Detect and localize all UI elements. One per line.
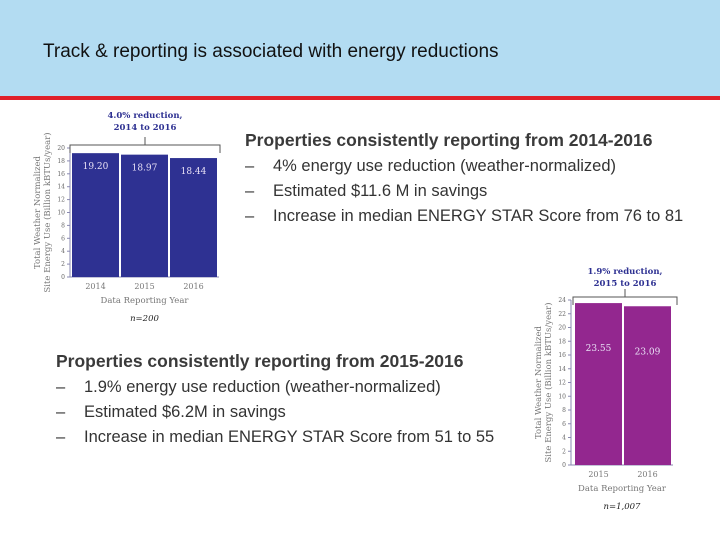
bar: [624, 306, 671, 465]
header-band: [0, 0, 720, 96]
block-2015-2016: Properties consistently reporting from 2…: [56, 351, 494, 447]
y-axis-label: Site Energy Use (Billion kBTUs/year): [543, 302, 554, 462]
value-label: 18.97: [132, 164, 158, 174]
bar: [121, 154, 168, 277]
reduction-bracket: [69, 137, 221, 153]
value-label: 18.44: [181, 167, 207, 177]
bullet: – Increase in median ENERGY STAR Score fr…: [245, 207, 684, 225]
reduction-annotation: 2014 to 2016: [114, 123, 177, 133]
x-tick-label: 2015: [588, 470, 608, 479]
y-tick-label: 18: [57, 158, 65, 165]
x-tick-label: 2016: [637, 470, 657, 479]
sample-size-note: n=200: [130, 314, 159, 324]
x-tick-label: 2014: [85, 282, 105, 291]
reduction-annotation: 2015 to 2016: [594, 279, 657, 289]
value-label: 23.55: [586, 344, 612, 354]
y-tick-label: 4: [61, 248, 65, 255]
y-tick-label: 12: [57, 197, 65, 204]
y-tick-label: 8: [61, 222, 65, 229]
bar: [72, 153, 119, 277]
y-tick-label: 6: [61, 235, 65, 242]
y-tick-label: 12: [558, 380, 566, 387]
bar: [575, 303, 622, 465]
block-heading: Properties consistently reporting from 2…: [245, 130, 653, 150]
y-tick-label: 6: [562, 421, 566, 428]
y-axis-label: Total Weather Normalized: [534, 325, 544, 439]
y-tick-label: 2: [61, 261, 65, 268]
value-label: 19.20: [83, 162, 109, 172]
reduction-annotation: 4.0% reduction,: [108, 111, 183, 121]
y-tick-label: 10: [57, 210, 65, 217]
y-tick-label: 0: [562, 462, 566, 469]
block-heading: Properties consistently reporting from 2…: [56, 351, 464, 371]
bullet: – Estimated $11.6 M in savings: [245, 182, 488, 200]
block-2014-2016: Properties consistently reporting from 2…: [245, 130, 683, 226]
y-tick-label: 16: [57, 171, 65, 178]
y-tick-label: 18: [558, 338, 566, 345]
bullet: – Increase in median ENERGY STAR Score fr…: [56, 428, 495, 446]
chart-1: 0 2 4 6 8 10 12 14 16 18 20 19.20 2014 18.97 2015 18.44…: [33, 111, 221, 324]
y-tick-label: 20: [558, 325, 566, 332]
header-divider: [0, 96, 720, 100]
y-axis-label: Site Energy Use (Billion kBTUs/year): [42, 132, 53, 292]
y-tick-label: 14: [57, 184, 65, 191]
y-axis-label: Total Weather Normalized: [33, 155, 43, 269]
reduction-annotation: 1.9% reduction,: [588, 267, 663, 277]
y-tick-label: 4: [562, 435, 566, 442]
bullet: –4% energy use reduction (weather-normal…: [245, 157, 617, 175]
y-tick-label: 0: [61, 274, 65, 281]
y-tick-label: 24: [558, 297, 566, 304]
chart-2: 02468101214161820222423.55201523.0920161…: [534, 267, 678, 512]
slide-title: Track & reporting is associated with ene…: [43, 41, 499, 62]
y-tick-label: 16: [558, 352, 566, 359]
y-tick-label: 10: [558, 393, 566, 400]
bar: [170, 158, 217, 277]
bullet: – Estimated $6.2M in savings: [56, 403, 286, 421]
y-tick-label: 14: [558, 366, 566, 373]
x-tick-label: 2016: [183, 282, 203, 291]
x-axis-label: Data Reporting Year: [578, 484, 667, 494]
y-tick-label: 22: [558, 311, 566, 318]
value-label: 23.09: [635, 347, 661, 357]
y-tick-label: 8: [562, 407, 566, 414]
x-axis-label: Data Reporting Year: [101, 296, 190, 306]
reduction-bracket: [572, 289, 678, 305]
x-tick-label: 2015: [134, 282, 154, 291]
y-tick-label: 2: [562, 448, 566, 455]
y-tick-label: 20: [57, 145, 65, 152]
bullet: –1.9% energy use reduction (weather-norm…: [56, 378, 441, 396]
sample-size-note: n=1,007: [604, 502, 642, 512]
